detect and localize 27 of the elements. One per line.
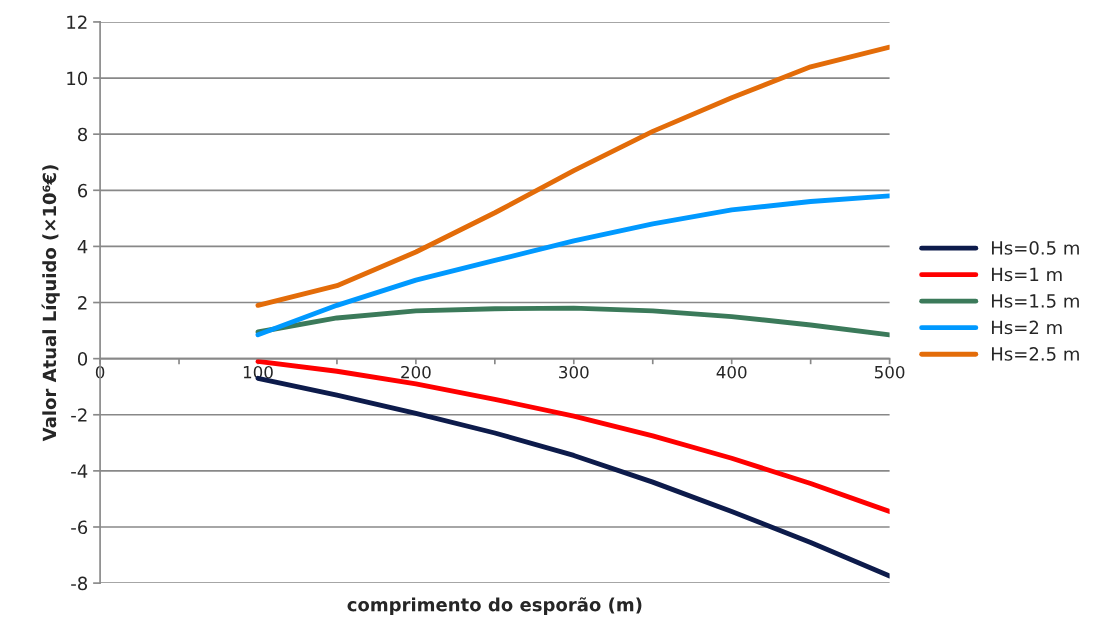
y-tick-label: -8 (71, 576, 88, 591)
x-tick-label: 200 (401, 365, 431, 379)
x-tick-label: 100 (243, 365, 273, 379)
x-tick-label: 0 (95, 365, 105, 379)
x-tick-label: 400 (716, 365, 747, 379)
y-tick-label: 0 (77, 352, 88, 366)
legend-label: Hs=2.5 m (992, 347, 1079, 361)
y-tick-label: -4 (71, 464, 88, 478)
y-tick-label: 6 (78, 183, 88, 198)
x-tick-label: 500 (874, 365, 905, 379)
legend-label: Hs=2 m (992, 320, 1062, 335)
y-tick-label: -6 (71, 520, 88, 535)
y-tick-label: 2 (78, 295, 87, 310)
y-tick-label: 10 (67, 71, 88, 86)
line-series (255, 305, 890, 338)
x-axis-title: comprimento do esporão (m) (347, 597, 642, 615)
legend-label: Hs=1.5 m (992, 294, 1079, 308)
y-tick-label: 8 (78, 127, 88, 142)
legend-label: Hs=0.5 m (992, 241, 1079, 255)
y-axis-title: Valor Atual Líquido (×10⁶€) (41, 165, 60, 442)
y-tick-label: 12 (67, 15, 87, 29)
x-tick-label: 300 (559, 365, 589, 379)
line-series (255, 193, 890, 338)
y-tick-label: -2 (71, 408, 87, 422)
legend-label: Hs=1 m (992, 267, 1062, 282)
line-series (255, 44, 890, 308)
y-tick-label: 4 (77, 240, 88, 254)
